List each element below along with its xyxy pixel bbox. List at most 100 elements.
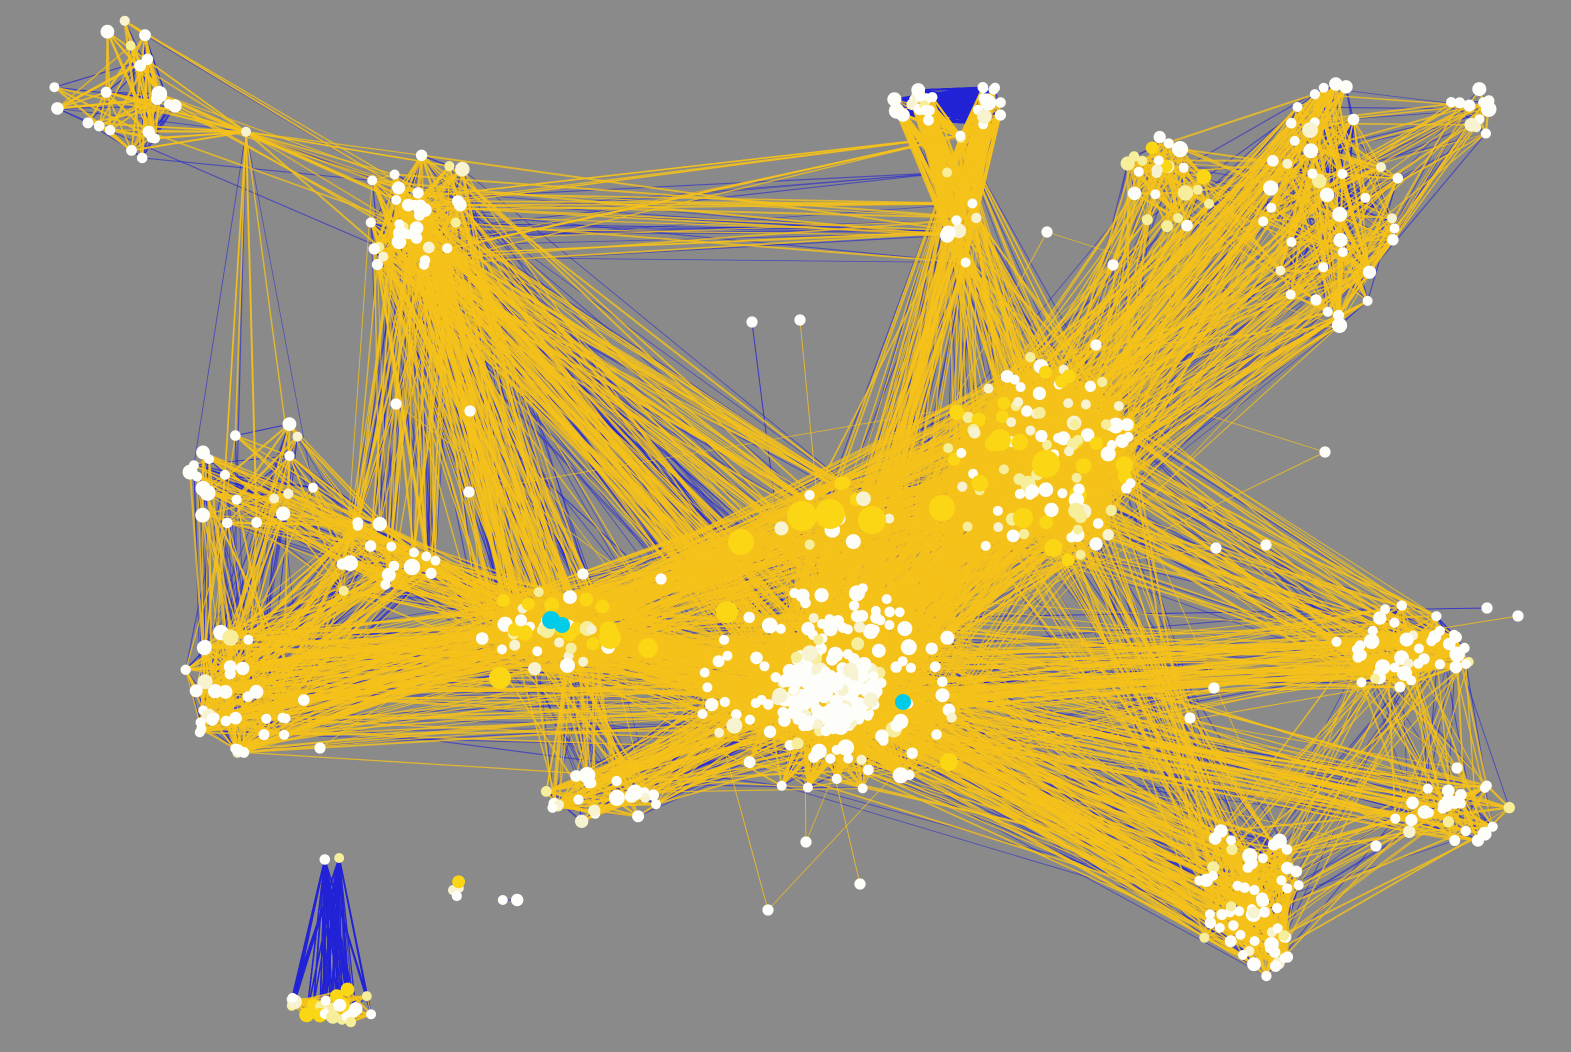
graph-node-hub[interactable] — [858, 506, 886, 534]
graph-node[interactable] — [391, 195, 402, 205]
graph-node[interactable] — [595, 599, 610, 614]
graph-node[interactable] — [1310, 294, 1322, 306]
graph-node[interactable] — [1414, 643, 1424, 654]
graph-node[interactable] — [314, 742, 326, 754]
graph-node[interactable] — [1360, 192, 1371, 203]
graph-node[interactable] — [583, 776, 595, 789]
graph-node[interactable] — [451, 890, 462, 902]
graph-node-highlight-cyan[interactable] — [554, 617, 570, 633]
graph-node[interactable] — [1471, 122, 1482, 133]
graph-node[interactable] — [1322, 306, 1333, 317]
graph-node[interactable] — [956, 448, 967, 458]
graph-node[interactable] — [957, 481, 968, 492]
graph-node[interactable] — [906, 747, 918, 759]
graph-node[interactable] — [1272, 833, 1287, 849]
graph-node[interactable] — [463, 486, 475, 498]
graph-node[interactable] — [1089, 537, 1103, 551]
graph-node[interactable] — [900, 639, 917, 656]
graph-node[interactable] — [1115, 434, 1129, 448]
graph-node[interactable] — [1437, 803, 1448, 814]
graph-node[interactable] — [528, 662, 542, 676]
graph-node[interactable] — [1337, 247, 1348, 258]
graph-node[interactable] — [776, 780, 787, 791]
graph-node[interactable] — [697, 709, 708, 719]
graph-node-highlight-cyan[interactable] — [895, 694, 911, 710]
graph-node[interactable] — [940, 630, 955, 645]
graph-node[interactable] — [444, 161, 455, 172]
graph-node[interactable] — [1276, 875, 1287, 886]
graph-node[interactable] — [1070, 419, 1080, 429]
graph-node[interactable] — [1302, 122, 1318, 138]
graph-node[interactable] — [702, 682, 713, 693]
graph-node[interactable] — [1370, 840, 1382, 852]
graph-node[interactable] — [1356, 677, 1367, 688]
graph-node[interactable] — [714, 727, 725, 738]
graph-node[interactable] — [1057, 488, 1068, 499]
graph-node[interactable] — [1281, 951, 1294, 963]
graph-node[interactable] — [1481, 602, 1493, 614]
graph-node[interactable] — [1044, 502, 1059, 517]
graph-node[interactable] — [971, 474, 989, 492]
graph-node[interactable] — [1064, 446, 1074, 457]
graph-node[interactable] — [851, 637, 865, 651]
graph-node[interactable] — [204, 454, 214, 465]
graph-node[interactable] — [1319, 446, 1331, 458]
graph-node[interactable] — [577, 568, 589, 580]
graph-node[interactable] — [988, 84, 999, 95]
graph-node[interactable] — [863, 692, 879, 708]
graph-node[interactable] — [942, 167, 953, 178]
graph-node[interactable] — [1061, 553, 1075, 567]
graph-node[interactable] — [570, 770, 582, 782]
graph-node[interactable] — [827, 646, 844, 663]
graph-node[interactable] — [1199, 932, 1210, 943]
graph-node[interactable] — [1105, 504, 1117, 516]
graph-node[interactable] — [983, 383, 994, 394]
graph-node[interactable] — [862, 764, 874, 776]
graph-node[interactable] — [1442, 816, 1454, 828]
graph-node[interactable] — [1258, 216, 1269, 227]
graph-node[interactable] — [1362, 295, 1373, 306]
graph-node[interactable] — [842, 662, 858, 678]
graph-node[interactable] — [1226, 901, 1237, 912]
graph-node[interactable] — [1370, 673, 1381, 684]
graph-node[interactable] — [977, 109, 992, 124]
graph-node[interactable] — [422, 241, 435, 254]
graph-node[interactable] — [515, 614, 527, 627]
graph-node[interactable] — [563, 590, 577, 604]
graph-node[interactable] — [914, 91, 926, 102]
graph-node[interactable] — [905, 662, 917, 674]
graph-node[interactable] — [475, 632, 489, 645]
graph-node[interactable] — [632, 810, 645, 823]
graph-node[interactable] — [813, 634, 824, 645]
graph-node[interactable] — [1141, 214, 1153, 226]
graph-node[interactable] — [336, 558, 349, 570]
graph-node[interactable] — [1071, 472, 1082, 483]
graph-node[interactable] — [1275, 265, 1286, 276]
graph-node[interactable] — [1272, 903, 1283, 914]
graph-node[interactable] — [100, 86, 112, 98]
graph-node[interactable] — [230, 430, 241, 441]
graph-node[interactable] — [1228, 920, 1239, 931]
graph-node-hub[interactable] — [728, 529, 754, 555]
graph-node[interactable] — [196, 640, 212, 656]
graph-node[interactable] — [1290, 865, 1303, 878]
graph-node[interactable] — [746, 316, 758, 328]
graph-node[interactable] — [1196, 169, 1212, 185]
graph-node[interactable] — [1373, 611, 1387, 625]
graph-node[interactable] — [194, 727, 205, 738]
graph-node[interactable] — [1153, 155, 1164, 166]
graph-node[interactable] — [368, 243, 380, 255]
graph-node[interactable] — [759, 661, 770, 672]
graph-node[interactable] — [1133, 166, 1144, 177]
graph-node[interactable] — [287, 992, 298, 1003]
graph-node[interactable] — [1387, 234, 1399, 246]
graph-node[interactable] — [813, 719, 824, 730]
graph-node[interactable] — [770, 672, 781, 683]
graph-node[interactable] — [298, 694, 310, 706]
graph-node[interactable] — [743, 611, 755, 624]
graph-node[interactable] — [772, 687, 788, 704]
graph-node[interactable] — [1145, 141, 1159, 155]
graph-node[interactable] — [319, 854, 331, 865]
graph-node[interactable] — [863, 623, 879, 640]
